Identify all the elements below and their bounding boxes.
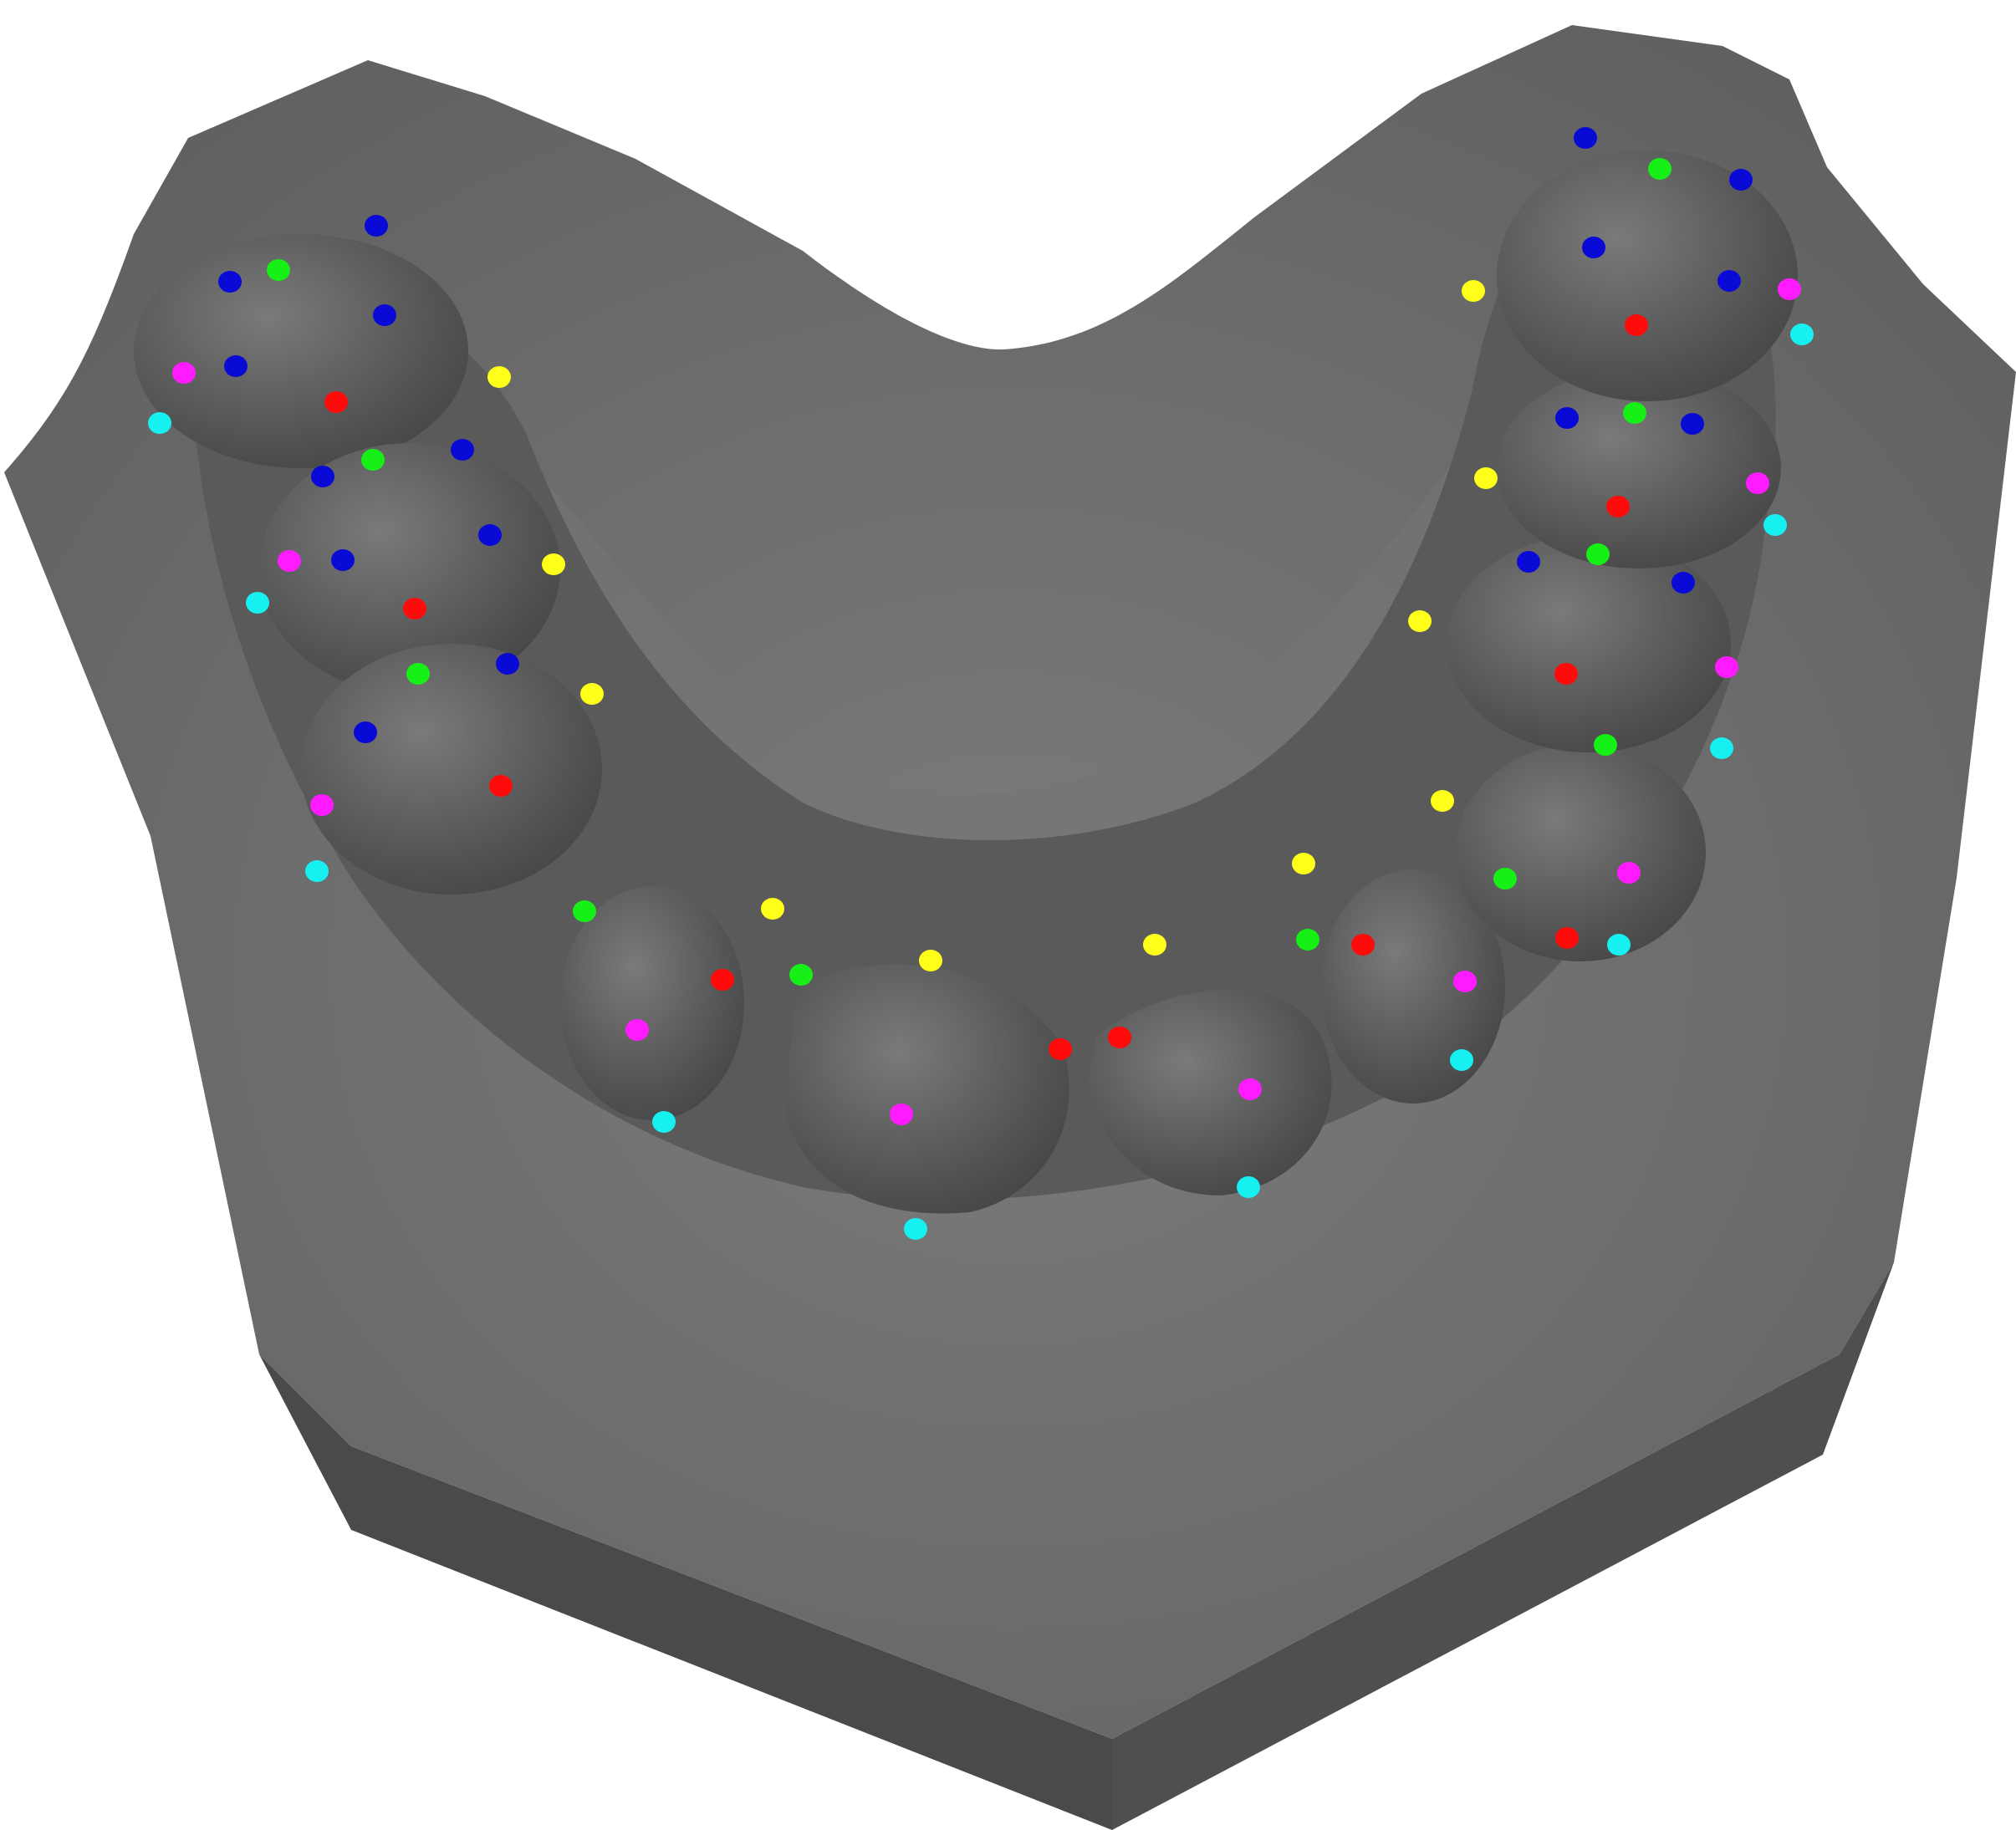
landmark-dot-blue [354, 721, 377, 743]
palate-region [535, 435, 1472, 886]
landmark-dot-green [1493, 868, 1517, 890]
landmark-dot-red [1351, 934, 1375, 956]
landmark-dot-yellow [1462, 280, 1485, 302]
landmark-dot-red [1625, 314, 1648, 336]
landmark-dot-blue [224, 355, 248, 377]
landmark-dot-red [1606, 496, 1630, 517]
landmark-dot-cyan [148, 412, 171, 434]
landmark-dot-blue [478, 524, 502, 546]
tooth-right-molar-3 [1497, 150, 1798, 401]
landmark-dot-red [324, 391, 348, 413]
base-side-front [1112, 1262, 1894, 1830]
landmark-dot-blue [218, 271, 242, 293]
landmark-dot-yellow [1431, 790, 1454, 812]
teeth-front [786, 869, 1505, 1214]
landmark-dot-magenta [890, 1104, 913, 1125]
landmark-dot-red [489, 775, 513, 797]
landmark-dot-yellow [1408, 610, 1432, 632]
landmark-dot-green [789, 964, 813, 986]
landmark-dot-magenta [1715, 656, 1738, 678]
tooth-left-molar-2 [259, 443, 560, 694]
landmark-dot-magenta [310, 794, 334, 816]
tooth-left-molar-1 [301, 644, 602, 895]
tooth-right-premolar [1455, 744, 1706, 961]
landmark-dot-green [1648, 158, 1671, 180]
landmark-dot-magenta [1617, 862, 1641, 884]
landmark-dot-blue [373, 304, 396, 326]
landmark-dot-green [1296, 929, 1319, 951]
teeth-right [1447, 150, 1798, 961]
landmark-dot-cyan [1450, 1049, 1473, 1071]
landmark-dot-blue [1717, 270, 1741, 292]
landmark-dot-red [403, 598, 426, 619]
landmark-dot-cyan [1607, 934, 1631, 956]
tooth-central-left [786, 964, 1069, 1214]
base-side-left [259, 1354, 1112, 1830]
landmark-dot-yellow [919, 950, 942, 971]
landmark-dot-blue [1729, 169, 1753, 191]
landmark-dot-green [573, 900, 596, 922]
landmark-dot-blue [365, 215, 388, 237]
landmark-dot-cyan [652, 1111, 676, 1133]
landmark-dot-blue [1555, 407, 1579, 429]
landmark-dot-cyan [904, 1218, 927, 1240]
landmark-dot-magenta [278, 550, 301, 572]
landmark-dot-yellow [542, 553, 565, 575]
landmark-dot-cyan [1790, 324, 1814, 345]
tooth-central-right [1087, 989, 1332, 1195]
landmark-dot-red [1049, 1038, 1072, 1060]
landmark-dot-magenta [1453, 971, 1477, 992]
tooth-right-molar-1 [1447, 535, 1731, 752]
landmark-dot-red [711, 969, 734, 991]
landmark-dot-green [267, 259, 290, 281]
tooth-left-lateral [560, 886, 744, 1120]
landmark-dot-yellow [1143, 934, 1166, 956]
landmark-dot-blue [496, 653, 519, 675]
landmark-dot-green [361, 449, 385, 471]
landmark-dot-green [1586, 543, 1610, 565]
landmark-dot-yellow [487, 366, 511, 388]
landmark-dot-blue [1681, 413, 1704, 435]
landmark-dot-red [1555, 927, 1579, 949]
landmark-dot-magenta [172, 362, 196, 384]
landmark-dot-magenta [1746, 472, 1769, 494]
landmark-dot-red [1554, 663, 1578, 685]
landmark-dot-green [1594, 734, 1617, 756]
landmark-dot-cyan [1710, 737, 1733, 759]
landmark-dot-blue [451, 439, 474, 461]
landmark-dot-magenta [625, 1019, 649, 1041]
landmark-dot-magenta [1238, 1078, 1262, 1100]
landmark-dot-yellow [580, 683, 604, 705]
landmark-dot-magenta [1778, 278, 1801, 300]
landmark-dot-cyan [246, 592, 269, 614]
landmark-dot-green [1623, 402, 1646, 424]
landmark-dot-blue [1671, 572, 1695, 594]
landmark-dot-cyan [1237, 1176, 1260, 1198]
landmark-dots [148, 127, 1814, 1240]
landmark-dot-blue [311, 466, 334, 487]
landmark-dot-green [406, 663, 430, 685]
landmark-dot-red [1108, 1027, 1131, 1048]
teeth-left [134, 234, 744, 1120]
landmark-dot-blue [1517, 551, 1540, 573]
tooth-left-molar-3 [134, 234, 468, 468]
landmark-dot-yellow [761, 898, 784, 920]
landmark-dot-blue [331, 549, 355, 571]
landmark-dot-cyan [305, 860, 329, 882]
tooth-right-lateral [1321, 869, 1505, 1104]
landmark-dot-blue [1582, 237, 1605, 258]
landmark-dot-blue [1574, 127, 1597, 149]
landmark-dot-yellow [1474, 467, 1498, 489]
landmark-dot-yellow [1292, 853, 1315, 874]
landmark-dot-cyan [1763, 514, 1787, 536]
